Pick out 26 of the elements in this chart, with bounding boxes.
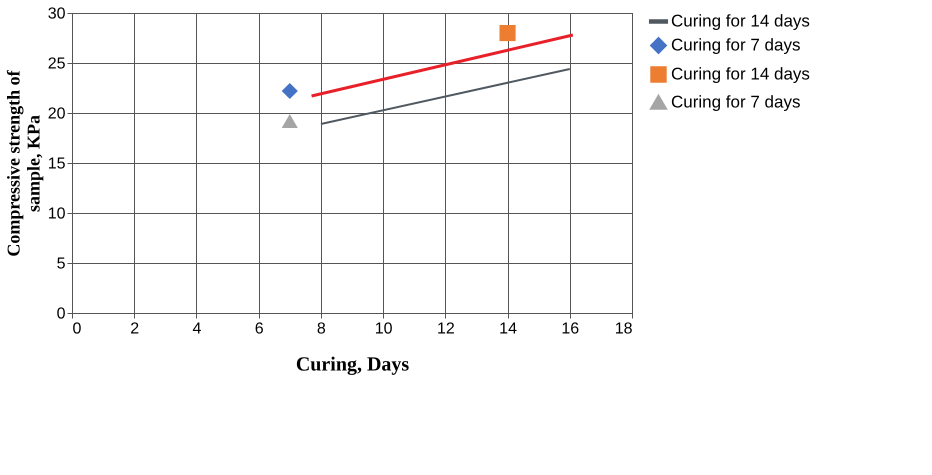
y-tick-label: 30 xyxy=(48,6,66,22)
y-axis-title: Compressive strength of sample, KPa xyxy=(4,69,44,257)
y-tick-label: 15 xyxy=(48,156,66,172)
point xyxy=(282,82,298,100)
y-tick-label: 20 xyxy=(48,106,66,122)
x-tick-label: 12 xyxy=(436,320,455,338)
x-tick-label: 0 xyxy=(72,320,82,338)
x-tick-label: 2 xyxy=(130,320,140,338)
x-tick-label: 16 xyxy=(561,320,580,338)
x-tick-label: 8 xyxy=(316,320,326,338)
y-tick-label: 10 xyxy=(48,206,66,222)
x-tick-label: 4 xyxy=(192,320,202,338)
y-tick-label: 25 xyxy=(48,56,66,72)
legend-label: Curing for 14 days xyxy=(671,12,810,30)
x-tick-label: 6 xyxy=(254,320,264,338)
y-tick-label: 5 xyxy=(56,256,66,272)
legend-label: Curing for 7 days xyxy=(671,36,800,54)
point xyxy=(499,24,516,42)
legend-label: Curing for 14 days xyxy=(671,64,810,84)
x-tick-label: 14 xyxy=(499,320,518,338)
x-tick-label: 10 xyxy=(374,320,393,338)
point xyxy=(282,114,298,128)
x-tick-label: 18 xyxy=(614,320,633,338)
legend-label: Curing for 7 days xyxy=(671,92,800,112)
x-axis-title: Curing, Days xyxy=(296,354,410,376)
y-tick-label: 0 xyxy=(56,306,66,322)
